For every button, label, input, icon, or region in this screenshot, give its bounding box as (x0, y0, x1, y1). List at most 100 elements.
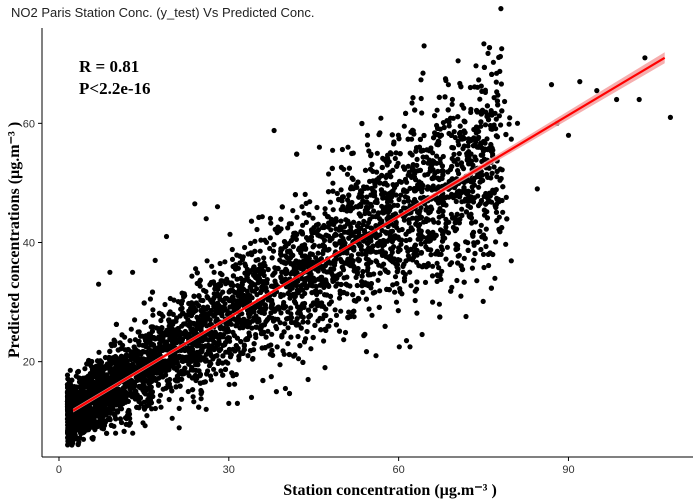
data-point (414, 156, 420, 162)
data-point (174, 338, 180, 344)
data-point (191, 293, 197, 299)
data-point (468, 151, 474, 157)
data-point (398, 241, 404, 247)
data-point (245, 291, 251, 297)
data-point (477, 96, 483, 102)
data-point (190, 394, 196, 400)
data-point (438, 132, 444, 138)
data-point (268, 310, 274, 316)
data-point (478, 222, 484, 228)
data-point (470, 162, 476, 168)
data-point (136, 329, 142, 335)
data-point (271, 242, 277, 248)
data-point (338, 187, 344, 193)
data-point (436, 184, 442, 190)
data-point (255, 276, 261, 282)
data-point (436, 94, 442, 100)
data-point (113, 321, 119, 327)
data-point (416, 263, 422, 269)
data-point (220, 289, 226, 295)
data-point (402, 166, 408, 172)
data-point (428, 252, 434, 258)
data-point (425, 184, 431, 190)
data-point (257, 248, 263, 254)
data-point (341, 289, 347, 296)
data-point (130, 430, 136, 436)
data-point (310, 215, 316, 221)
data-point (97, 373, 103, 379)
data-point (196, 404, 202, 410)
data-point (182, 365, 188, 371)
data-point (122, 393, 128, 399)
data-point (159, 325, 165, 331)
data-point (228, 352, 234, 358)
data-point (251, 264, 257, 270)
data-point (465, 143, 471, 149)
data-point (216, 348, 222, 354)
data-point (304, 235, 310, 241)
data-point (461, 255, 467, 261)
data-point (322, 263, 328, 269)
data-point (201, 355, 207, 361)
data-point (418, 148, 424, 154)
data-point (181, 370, 187, 376)
data-point (429, 273, 436, 279)
data-point (423, 264, 429, 270)
data-point (333, 273, 340, 279)
data-point (230, 263, 236, 270)
data-point (190, 357, 196, 363)
data-point (329, 165, 335, 171)
data-point (412, 297, 418, 304)
data-point (356, 211, 362, 217)
data-point (453, 216, 459, 222)
data-point (331, 221, 337, 227)
data-point (325, 189, 332, 195)
data-point (253, 332, 259, 338)
data-point (82, 366, 88, 372)
data-point (144, 413, 150, 419)
data-point (363, 296, 369, 302)
data-point (446, 123, 452, 129)
data-point (430, 167, 436, 173)
data-point (465, 188, 471, 194)
data-point (454, 211, 460, 217)
data-point (418, 205, 424, 211)
data-point (300, 222, 306, 228)
data-point (346, 309, 352, 315)
data-point (254, 226, 260, 233)
data-point (346, 165, 352, 171)
data-point (142, 318, 149, 325)
data-point (439, 163, 445, 169)
data-point (405, 136, 411, 142)
data-point (241, 286, 247, 292)
data-point (468, 109, 474, 115)
data-point (402, 176, 409, 182)
data-point (211, 269, 217, 275)
data-point (242, 261, 248, 267)
data-point (331, 266, 337, 272)
data-point (146, 393, 152, 399)
data-point (123, 421, 129, 427)
data-point (93, 363, 99, 369)
data-point (303, 259, 309, 265)
data-point (396, 344, 402, 350)
data-point (470, 143, 477, 149)
data-point (420, 70, 426, 76)
data-point (422, 279, 429, 285)
data-point (375, 277, 381, 283)
data-point (164, 332, 170, 338)
data-point (379, 263, 385, 269)
data-point (499, 225, 505, 231)
data-point (234, 318, 240, 324)
data-point (73, 398, 80, 404)
data-point (384, 286, 390, 292)
data-point (323, 278, 329, 284)
data-point (414, 162, 420, 168)
data-point (370, 214, 376, 220)
data-point (189, 367, 195, 373)
data-point (260, 322, 266, 328)
data-point (134, 404, 140, 410)
data-point (166, 367, 172, 373)
data-point (312, 307, 318, 313)
data-point (440, 201, 446, 208)
